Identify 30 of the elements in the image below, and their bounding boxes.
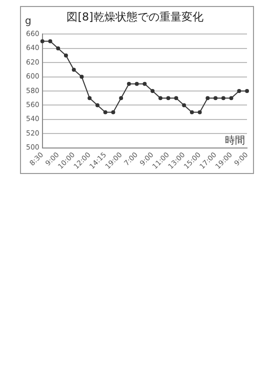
point <box>237 89 242 93</box>
chart-title: 図[8]乾燥状態での重量変化 <box>66 10 204 24</box>
point <box>166 96 170 100</box>
point <box>142 82 147 86</box>
point <box>245 89 249 93</box>
point <box>190 110 194 114</box>
point <box>103 110 108 114</box>
point <box>88 96 92 100</box>
point <box>64 54 68 58</box>
y-axis-title: g <box>25 16 32 27</box>
point <box>206 96 210 100</box>
point <box>134 82 139 86</box>
point <box>111 110 116 114</box>
point <box>174 96 178 100</box>
point <box>126 82 131 86</box>
point <box>48 39 52 44</box>
point <box>40 39 44 44</box>
point <box>119 96 124 100</box>
x-axis-title: 時間 <box>225 134 245 146</box>
point <box>214 96 218 100</box>
point <box>56 46 60 50</box>
point <box>198 110 202 114</box>
point <box>229 96 234 100</box>
point <box>158 96 162 100</box>
point <box>80 74 84 79</box>
point <box>221 96 226 100</box>
point <box>72 68 76 72</box>
point <box>95 103 100 108</box>
point <box>182 103 186 108</box>
point <box>150 89 155 93</box>
